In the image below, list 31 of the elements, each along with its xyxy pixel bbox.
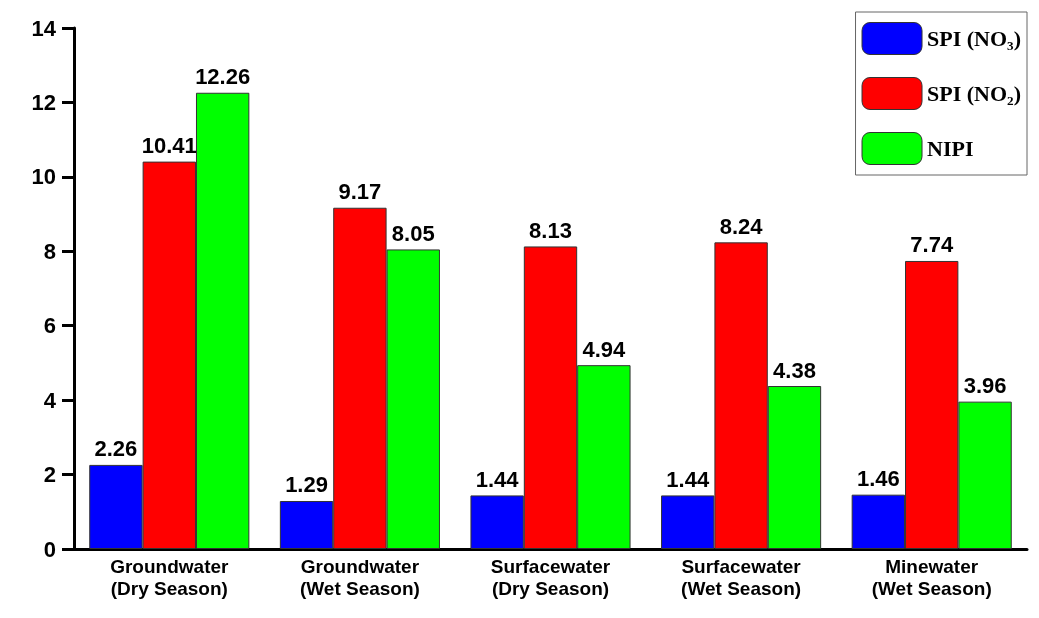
data-label: 10.41 xyxy=(141,133,197,159)
x-tick-label: Groundwater (Wet Season) xyxy=(299,555,420,599)
data-label: 8.13 xyxy=(529,217,572,243)
data-label: 3.96 xyxy=(963,373,1007,399)
data-label: 8.05 xyxy=(391,220,435,246)
data-label: 4.94 xyxy=(582,336,627,362)
legend-label: SPI (NO₃) xyxy=(927,26,1021,51)
y-tick-label: 2 xyxy=(43,462,56,488)
y-tick-label: 0 xyxy=(43,536,56,562)
y-tick-label: 6 xyxy=(43,313,56,339)
data-label: 9.17 xyxy=(338,179,382,205)
legend-label: SPI (NO₂) xyxy=(927,81,1021,106)
data-label: 2.26 xyxy=(94,436,138,462)
x-tick-label: Minewater (Wet Season) xyxy=(871,555,992,599)
data-label: 1.44 xyxy=(475,466,520,492)
y-tick-label: 12 xyxy=(31,89,56,115)
data-label: 4.38 xyxy=(773,357,816,383)
y-tick-label: 8 xyxy=(43,238,56,264)
data-label: 12.26 xyxy=(195,64,251,90)
data-label: 1.44 xyxy=(666,466,710,492)
legend-label: NIPI xyxy=(927,136,974,161)
y-tick-label: 10 xyxy=(31,164,56,190)
x-tick-label: Surfacewater (Wet Season) xyxy=(681,555,802,599)
x-tick-label: Surfacewater (Dry Season) xyxy=(490,555,611,599)
y-tick-label: 4 xyxy=(43,387,57,413)
data-label: 8.24 xyxy=(719,213,764,239)
data-label: 7.74 xyxy=(910,232,954,258)
y-tick-label: 14 xyxy=(31,15,57,41)
x-tick-label: Groundwater (Dry Season) xyxy=(110,555,230,599)
data-label: 1.29 xyxy=(285,472,328,498)
data-label: 1.46 xyxy=(856,466,900,492)
